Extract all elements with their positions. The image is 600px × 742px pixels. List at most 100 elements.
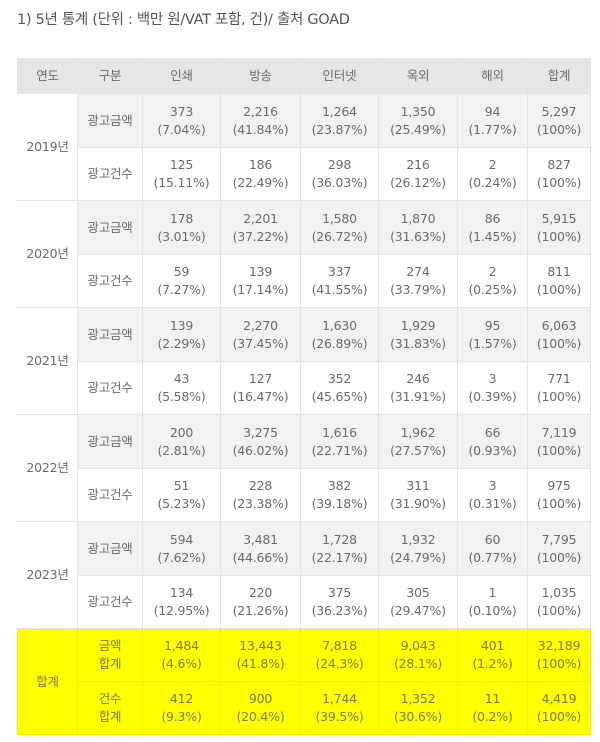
cell-print: 373 (7.04%)	[142, 93, 221, 148]
cell-overseas: 1 (0.10%)	[457, 575, 528, 629]
table-caption: 1) 5년 통계 (단위 : 백만 원/VAT 포함, 건)/ 출처 GOAD	[17, 12, 350, 28]
share-percent: (100%)	[536, 709, 582, 724]
cell-print: 412 (9.3%)	[142, 681, 221, 735]
cell-outdoor: 1,870 (31.63%)	[378, 200, 458, 255]
share-percent: (100%)	[536, 121, 582, 137]
cell-total: 7,795 (100%)	[527, 521, 591, 576]
header-overseas: 해외	[457, 58, 528, 94]
header-year: 연도	[17, 58, 78, 94]
share-percent: (28.1%)	[393, 656, 443, 671]
cell-total: 1,035 (100%)	[527, 575, 591, 629]
share-percent: (0.39%)	[468, 389, 517, 404]
label-line: 금액	[98, 638, 122, 653]
value: 1,929	[400, 317, 436, 333]
cell-overseas: 60 (0.77%)	[457, 521, 528, 576]
value: 5,915	[541, 210, 577, 226]
table-row: 2019년 광고금액 373 (7.04%) 2,216 (41.84%) 1,264 (23…	[17, 93, 591, 201]
table-row: 2021년 광고금액 139 (2.29%) 2,270 (37.45%) 1,630 (26…	[17, 307, 591, 415]
value: 4,419	[541, 691, 577, 706]
share-percent: (37.45%)	[232, 335, 289, 351]
row-label-count: 광고건수	[77, 468, 143, 522]
share-percent: (44.66%)	[232, 549, 289, 565]
cell-total: 975 (100%)	[527, 468, 591, 522]
cell-total: 811 (100%)	[527, 254, 591, 308]
share-percent: (16.47%)	[232, 389, 289, 404]
value: 186	[248, 157, 273, 172]
value: 2,216	[243, 103, 278, 119]
row-label-count: 광고건수	[77, 254, 143, 308]
table-row: 2022년 광고금액 200 (2.81%) 3,275 (46.02%) 1,616 (22…	[17, 414, 591, 522]
table-row: 광고건수 43 (5.58%) 127 (16.47%) 352 (45.65%) 246 (3…	[18, 361, 591, 415]
value: 2	[488, 264, 497, 279]
share-percent: (39.18%)	[311, 496, 368, 511]
cell-internet: 382 (39.18%)	[300, 468, 379, 522]
value: 6,063	[541, 317, 577, 333]
value: 51	[173, 478, 190, 493]
share-percent: (46.02%)	[232, 442, 289, 458]
value: 373	[169, 103, 194, 119]
cell-overseas: 2 (0.24%)	[457, 147, 528, 201]
value: 43	[173, 371, 190, 386]
year-cell: 2020년	[17, 200, 78, 308]
value: 13,443	[239, 638, 282, 653]
share-percent: (100%)	[536, 442, 582, 458]
share-percent: (12.95%)	[153, 603, 210, 618]
table-row: 광고건수 125 (15.11%) 186 (22.49%) 298 (36.03%) 216…	[18, 147, 591, 201]
share-percent: (27.57%)	[390, 442, 446, 458]
cell-total: 7,119 (100%)	[527, 414, 591, 469]
cell-outdoor: 1,352 (30.6%)	[378, 681, 458, 735]
label-line: 합계	[98, 709, 122, 724]
share-percent: (100%)	[536, 496, 582, 511]
share-percent: (5.58%)	[157, 389, 206, 404]
value: 382	[327, 478, 352, 493]
value: 1	[488, 585, 497, 600]
cell-overseas: 94 (1.77%)	[457, 93, 528, 148]
value: 594	[169, 531, 194, 547]
cell-outdoor: 305 (29.47%)	[378, 575, 458, 629]
value: 200	[169, 424, 194, 440]
value: 139	[248, 264, 273, 279]
cell-internet: 1,264 (23.87%)	[300, 93, 379, 148]
cell-print: 125 (15.11%)	[142, 147, 221, 201]
share-percent: (26.72%)	[311, 228, 368, 244]
total-row: 합계 금액 합계 1,484 (4.6%) 13,443 (41.8%) 7,818 (24.3…	[17, 628, 591, 735]
share-percent: (100%)	[536, 656, 582, 671]
share-percent: (30.6%)	[393, 709, 443, 724]
value: 1,728	[322, 531, 357, 547]
share-percent: (26.12%)	[390, 175, 446, 190]
value: 3,481	[243, 531, 278, 547]
cell-outdoor: 274 (33.79%)	[378, 254, 458, 308]
share-percent: (0.93%)	[468, 442, 517, 458]
year-cell: 2019년	[17, 93, 78, 201]
value: 811	[547, 264, 571, 279]
share-percent: (100%)	[536, 603, 582, 618]
value: 900	[248, 691, 273, 706]
cell-outdoor: 246 (31.91%)	[378, 361, 458, 415]
cell-overseas: 3 (0.39%)	[457, 361, 528, 415]
cell-outdoor: 216 (26.12%)	[378, 147, 458, 201]
value: 94	[484, 103, 501, 119]
value: 246	[406, 371, 430, 386]
cell-broadcast: 2,201 (37.22%)	[220, 200, 301, 255]
cell-broadcast: 220 (21.26%)	[220, 575, 301, 629]
value: 1,484	[164, 638, 199, 653]
table-row: 2020년 광고금액 178 (3.01%) 2,201 (37.22%) 1,580 (26…	[17, 200, 591, 308]
share-percent: (100%)	[536, 175, 582, 190]
cell-broadcast: 139 (17.14%)	[220, 254, 301, 308]
value: 1,962	[400, 424, 436, 440]
share-percent: (7.04%)	[157, 121, 206, 137]
share-percent: (2.29%)	[157, 335, 206, 351]
cell-print: 594 (7.62%)	[142, 521, 221, 576]
cell-overseas: 66 (0.93%)	[457, 414, 528, 469]
share-percent: (20.4%)	[236, 709, 285, 724]
value: 2,270	[243, 317, 278, 333]
share-percent: (1.45%)	[468, 228, 517, 244]
cell-internet: 337 (41.55%)	[300, 254, 379, 308]
cell-outdoor: 311 (31.90%)	[378, 468, 458, 522]
value: 11	[484, 691, 501, 706]
value: 401	[480, 638, 505, 653]
share-percent: (41.84%)	[232, 121, 289, 137]
share-percent: (1.57%)	[468, 335, 517, 351]
share-percent: (17.14%)	[232, 282, 289, 297]
value: 311	[406, 478, 430, 493]
